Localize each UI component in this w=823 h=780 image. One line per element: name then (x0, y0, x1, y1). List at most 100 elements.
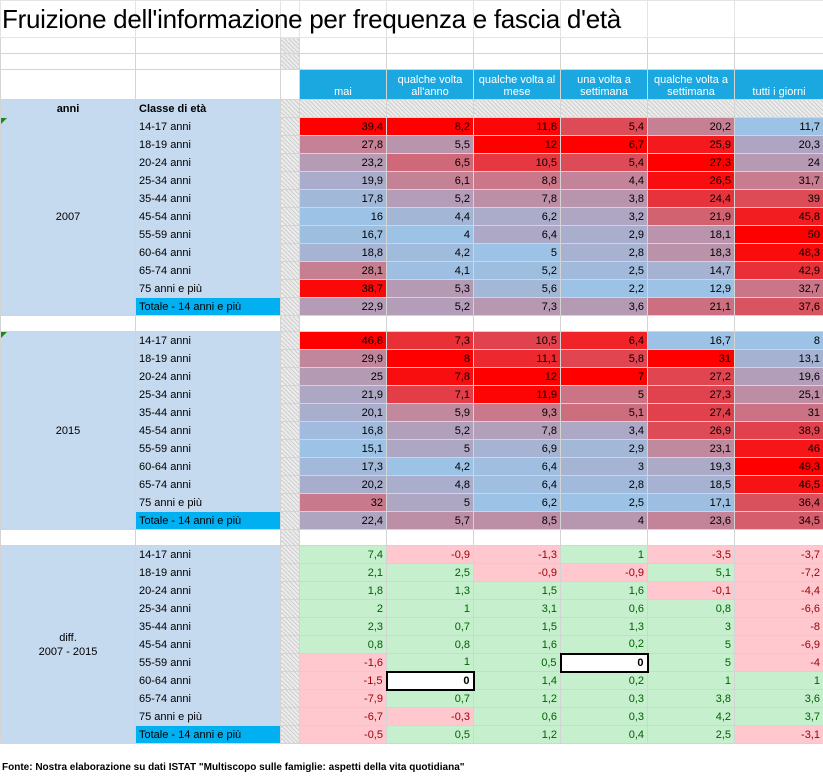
hatch-cell[interactable] (280, 439, 300, 458)
empty-cell[interactable] (473, 529, 561, 546)
empty-cell[interactable] (386, 37, 474, 54)
value-cell[interactable]: 3,2 (560, 207, 648, 226)
value-cell[interactable]: 6,7 (560, 135, 648, 154)
empty-cell[interactable] (473, 315, 561, 332)
hatch-cell[interactable] (280, 367, 300, 386)
hatch-cell[interactable] (280, 617, 300, 636)
value-cell[interactable]: 20,1 (299, 403, 387, 422)
value-cell[interactable]: 6,4 (473, 225, 561, 244)
value-cell[interactable]: 4,2 (647, 707, 735, 726)
empty-cell[interactable] (135, 529, 281, 546)
age-label[interactable]: 35-44 anni (135, 189, 281, 208)
empty-cell[interactable] (299, 53, 387, 70)
value-cell[interactable]: 25 (299, 367, 387, 386)
value-cell[interactable]: 2,1 (299, 563, 387, 582)
total-label[interactable]: Totale - 14 anni e più (135, 725, 281, 744)
value-cell[interactable]: 6,1 (386, 171, 474, 190)
empty-cell[interactable] (135, 37, 281, 54)
value-cell[interactable]: 5,2 (386, 421, 474, 440)
value-cell[interactable]: 17,8 (299, 189, 387, 208)
total-label[interactable]: Totale - 14 anni e più (135, 511, 281, 530)
hatch-cell[interactable] (280, 635, 300, 654)
value-cell[interactable]: 3,1 (473, 599, 561, 618)
value-cell[interactable]: 2,8 (560, 475, 648, 494)
value-cell[interactable]: 24,4 (647, 189, 735, 208)
age-label[interactable]: 65-74 anni (135, 261, 281, 280)
value-cell[interactable]: 5,3 (386, 279, 474, 298)
hatch-cell[interactable] (280, 725, 300, 744)
empty-cell[interactable] (647, 53, 735, 70)
empty-cell[interactable] (299, 315, 387, 332)
value-cell[interactable]: 0 (559, 652, 649, 673)
empty-cell[interactable] (734, 315, 823, 332)
value-cell[interactable]: 11,7 (734, 117, 823, 136)
value-cell[interactable]: 49,3 (734, 457, 823, 476)
value-cell[interactable]: 18,5 (647, 475, 735, 494)
hatch-cell[interactable] (280, 457, 300, 476)
hatch-cell[interactable] (280, 653, 300, 672)
value-cell[interactable]: 31 (734, 403, 823, 422)
value-cell[interactable]: 16,7 (299, 225, 387, 244)
value-cell[interactable]: 7,3 (386, 331, 474, 350)
value-cell[interactable]: 13,1 (734, 349, 823, 368)
value-cell[interactable]: 1 (734, 671, 823, 690)
value-cell[interactable]: 6,2 (473, 207, 561, 226)
value-cell[interactable]: 20,3 (734, 135, 823, 154)
value-cell[interactable]: 31 (647, 349, 735, 368)
hatch-cell[interactable] (299, 99, 387, 118)
value-cell[interactable]: 7,8 (473, 189, 561, 208)
value-cell[interactable]: 5,1 (647, 563, 735, 582)
hatch-cell[interactable] (280, 225, 300, 244)
value-cell[interactable]: 42,9 (734, 261, 823, 280)
empty-cell[interactable] (280, 37, 300, 54)
age-label[interactable]: 75 anni e più (135, 493, 281, 512)
value-cell[interactable]: 11,8 (473, 117, 561, 136)
value-cell[interactable]: 11,1 (473, 349, 561, 368)
value-cell[interactable]: 7,8 (473, 421, 561, 440)
value-cell[interactable]: 2,9 (560, 439, 648, 458)
value-cell[interactable]: 0,7 (386, 617, 474, 636)
hatch-cell[interactable] (280, 545, 300, 564)
value-cell[interactable]: 2,5 (560, 493, 648, 512)
value-cell[interactable]: -0,9 (560, 563, 648, 582)
value-cell[interactable]: 16,7 (647, 331, 735, 350)
value-cell[interactable]: 19,6 (734, 367, 823, 386)
value-cell[interactable]: 20,2 (647, 117, 735, 136)
age-label[interactable]: 25-34 anni (135, 385, 281, 404)
value-cell[interactable]: 0,8 (647, 599, 735, 618)
value-cell[interactable]: 24 (734, 153, 823, 172)
value-cell[interactable]: 20,2 (299, 475, 387, 494)
value-cell[interactable]: -1,6 (299, 653, 387, 672)
value-cell[interactable]: 0 (385, 670, 475, 691)
empty-cell[interactable] (473, 53, 561, 70)
value-cell[interactable]: 46,5 (734, 475, 823, 494)
value-cell[interactable]: 6,2 (473, 493, 561, 512)
value-cell[interactable]: 8 (386, 349, 474, 368)
value-cell[interactable]: 5 (647, 635, 735, 654)
hatch-cell[interactable] (280, 511, 300, 530)
value-cell[interactable]: 18,1 (647, 225, 735, 244)
value-cell[interactable]: 39 (734, 189, 823, 208)
empty-cell[interactable] (386, 529, 474, 546)
value-cell[interactable]: 2,9 (560, 225, 648, 244)
hatch-cell[interactable] (473, 99, 561, 118)
empty-cell[interactable] (560, 315, 648, 332)
value-cell[interactable]: 3 (560, 457, 648, 476)
age-label[interactable]: 25-34 anni (135, 171, 281, 190)
hatch-cell[interactable] (280, 279, 300, 298)
value-cell[interactable]: 26,5 (647, 171, 735, 190)
hatch-cell[interactable] (280, 385, 300, 404)
value-cell[interactable]: 19,3 (647, 457, 735, 476)
value-cell[interactable]: 12 (473, 367, 561, 386)
value-cell[interactable]: 2,5 (647, 725, 735, 744)
value-cell[interactable]: 0,7 (386, 689, 474, 708)
age-label[interactable]: 25-34 anni (135, 599, 281, 618)
age-label[interactable]: 55-59 anni (135, 439, 281, 458)
value-cell[interactable]: 4,1 (386, 261, 474, 280)
value-cell[interactable]: -1,5 (299, 671, 387, 690)
value-cell[interactable]: 5 (647, 653, 735, 672)
value-cell[interactable]: 0,8 (386, 635, 474, 654)
value-cell[interactable]: 1,5 (473, 581, 561, 600)
value-cell[interactable]: 6,4 (473, 457, 561, 476)
empty-cell[interactable] (0, 315, 136, 332)
